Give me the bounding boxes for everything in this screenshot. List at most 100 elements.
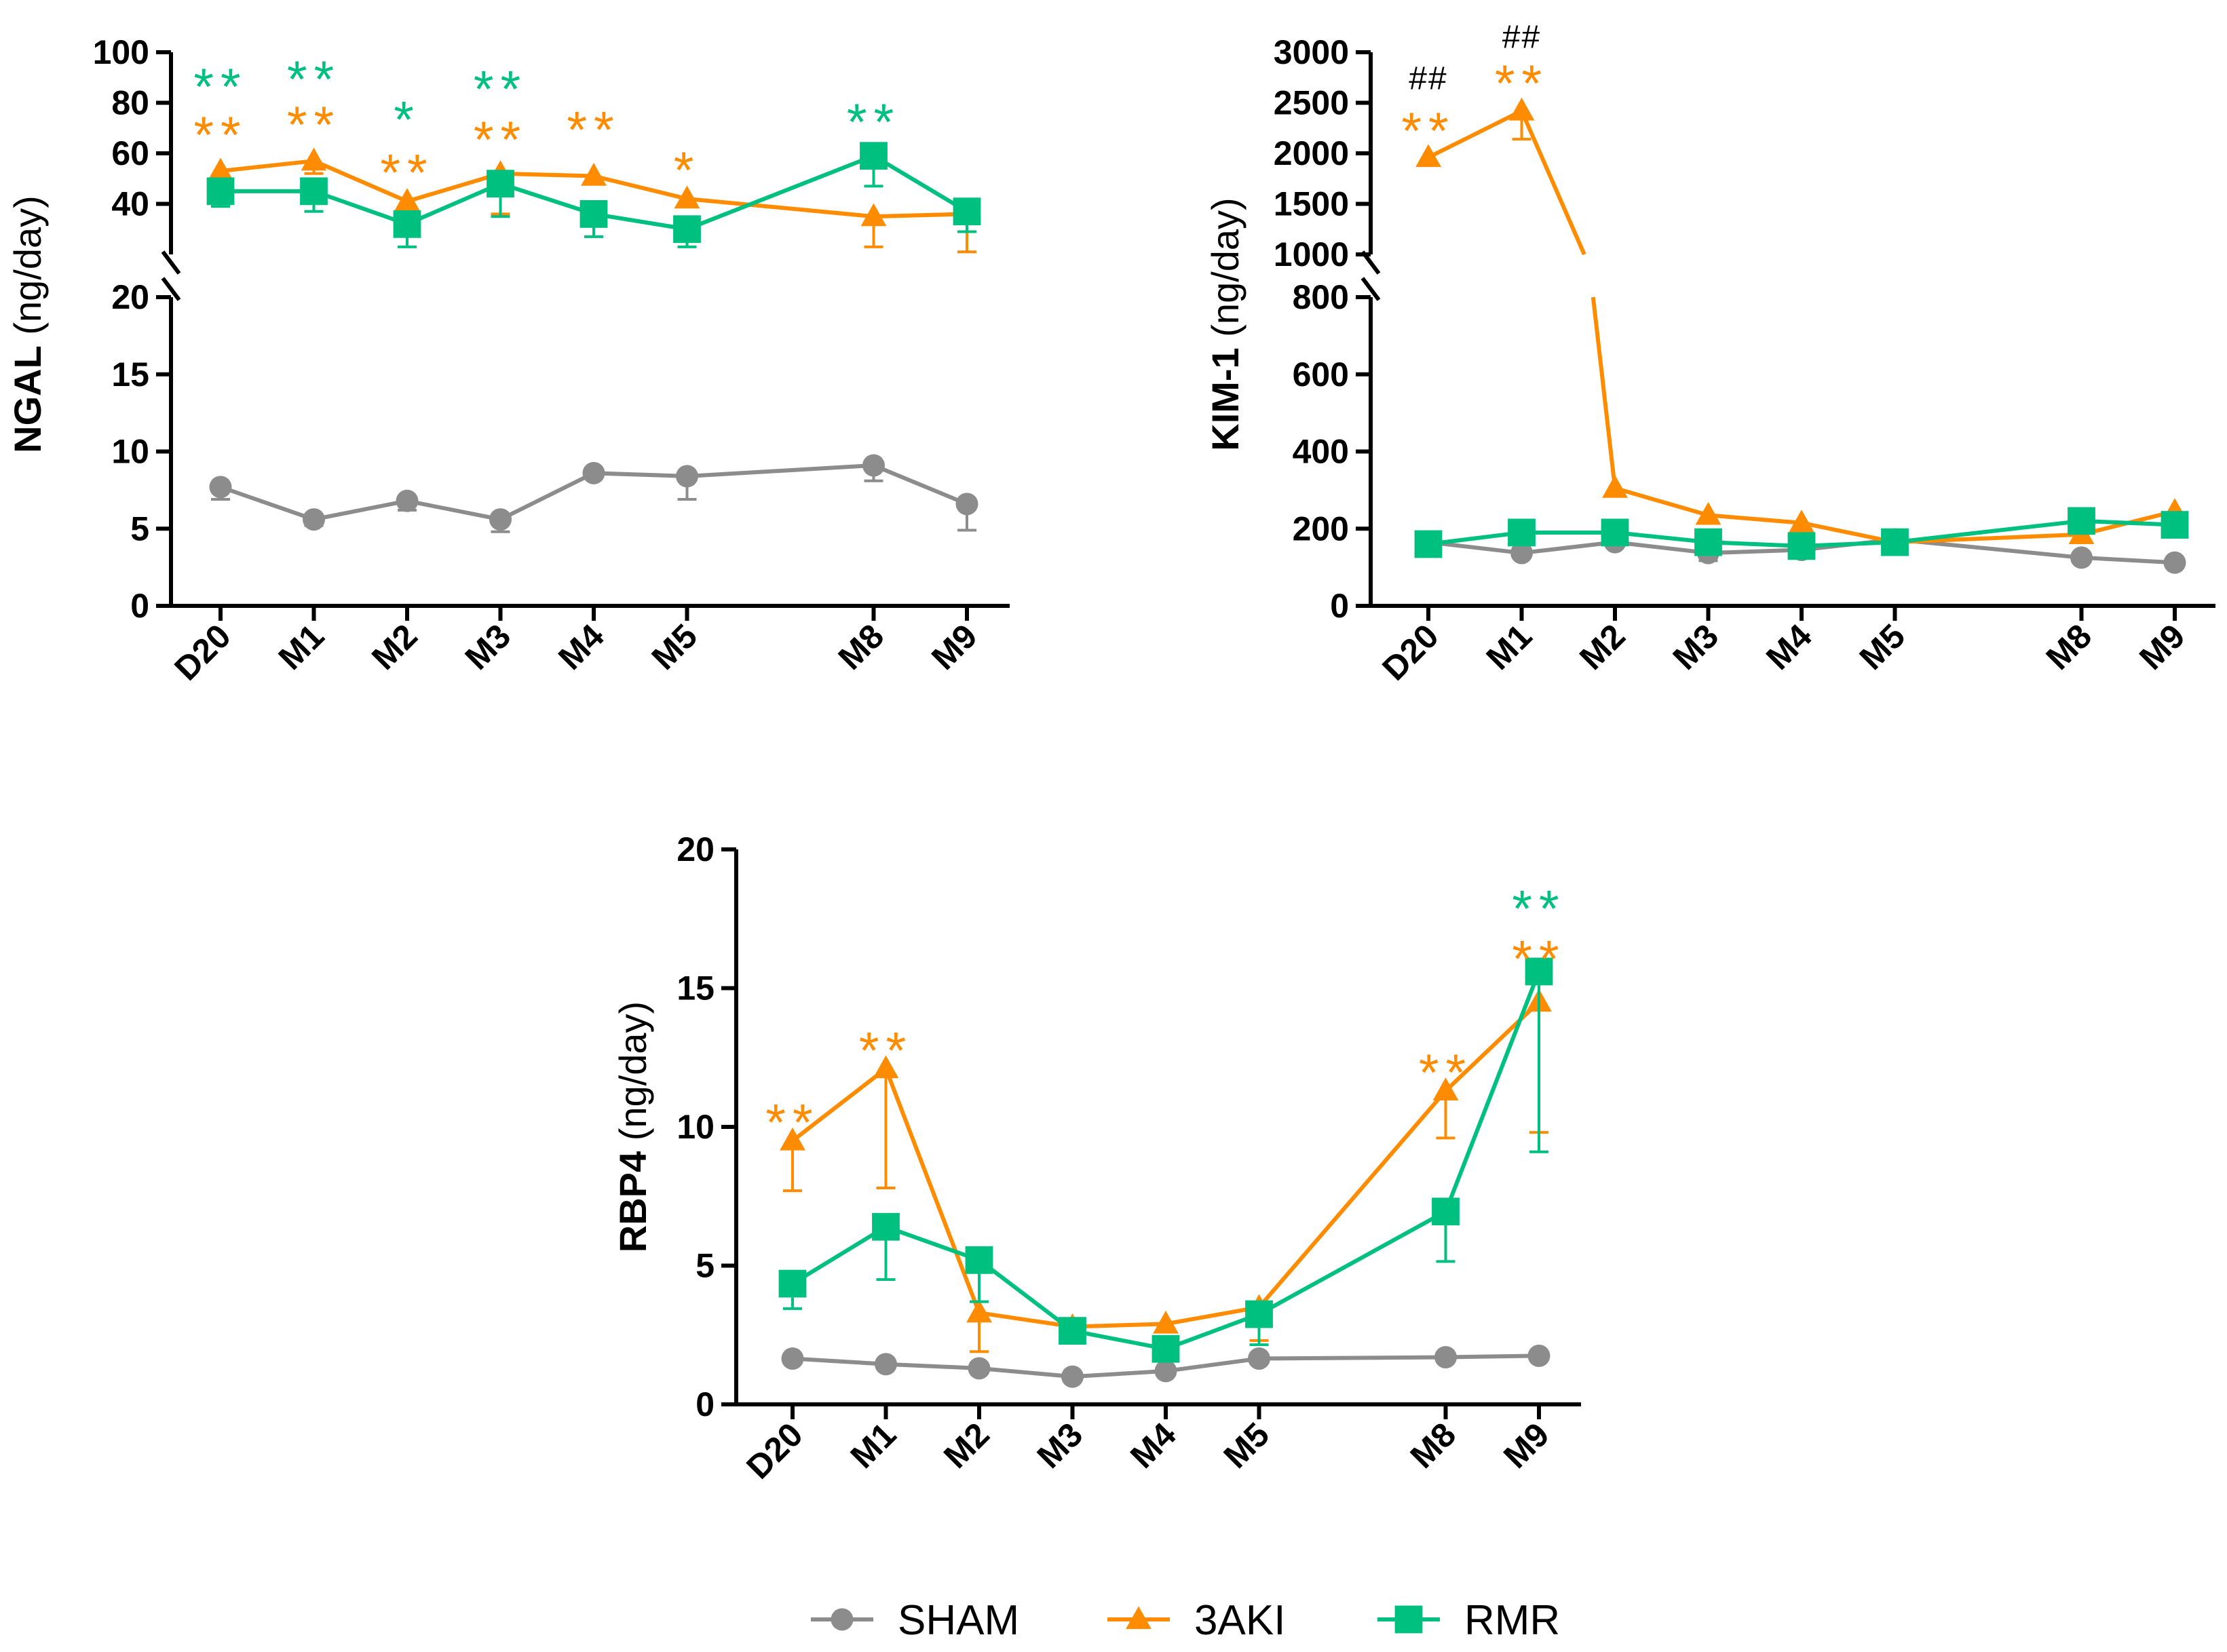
x-tick-label: M9 (1496, 1415, 1557, 1476)
series-line-segment (685, 153, 876, 231)
data-point (780, 1127, 805, 1151)
data-point (968, 1357, 991, 1380)
series-line-segment (1613, 540, 1711, 556)
series-line-segment (791, 1067, 888, 1143)
y-tick-label: 15 (111, 356, 149, 393)
x-axis: D20 M1 M2 M3 M4 M5 M8 M9 (167, 604, 1010, 688)
data-point (1414, 530, 1443, 558)
series-line-segment (1519, 540, 1617, 556)
significance-marker: ** (287, 96, 341, 154)
data-point (778, 1269, 807, 1298)
data-point (579, 200, 608, 228)
significance-annotations: **** ****** (765, 881, 1559, 1152)
data-point (873, 1055, 899, 1079)
y-tick-label: 20 (677, 830, 715, 868)
y-tick-label: 5 (696, 1247, 715, 1285)
series-line-segment (1800, 540, 1897, 548)
data-point (1154, 1360, 1177, 1383)
series-line-segment (1070, 1328, 1168, 1351)
x-tick-label: D20 (167, 617, 237, 687)
axis-break-mark (1360, 277, 1381, 301)
series-line-segment (1070, 1368, 1168, 1379)
x-tick-label: M3 (1666, 617, 1726, 677)
data-point (953, 197, 981, 226)
x-tick-label: M1 (271, 617, 332, 677)
series-line-segment (685, 463, 876, 478)
data-point (1432, 1077, 1459, 1101)
y-tick-label: 20 (111, 278, 149, 316)
y-tick-label: 1000 (1274, 235, 1349, 273)
data-point (955, 493, 978, 516)
significance-marker: ** (193, 58, 247, 116)
series-line-segment (405, 181, 503, 227)
series-line-segment (883, 1225, 981, 1263)
x-tick-label: M8 (2039, 617, 2099, 677)
y-tick-label: 0 (1330, 587, 1349, 625)
significance-marker: ** (474, 61, 527, 119)
significance-marker: ** (765, 1094, 819, 1152)
series-line-segment (405, 171, 503, 204)
series-line-segment (2079, 555, 2177, 565)
data-point (1525, 957, 1553, 986)
series-line-segment (1164, 1305, 1261, 1326)
legend-item-rmr: RMR (1377, 1597, 1560, 1644)
significance-marker: ** (287, 51, 341, 109)
x-tick-label: M2 (936, 1415, 997, 1476)
data-point (1601, 518, 1629, 547)
series-line-segment (791, 1225, 888, 1286)
y-axis: 0 5 10 15 20 (677, 830, 738, 1423)
series-line-segment (1257, 1088, 1448, 1309)
x-tick-label: M8 (831, 617, 892, 677)
y-tick-label: 0 (130, 587, 149, 625)
series-rmr (1414, 507, 2189, 560)
data-point (860, 203, 887, 227)
data-point (1602, 475, 1628, 498)
x-tick-label: M4 (1123, 1415, 1183, 1476)
y-tick-label: 5 (130, 510, 149, 548)
series-line-segment (405, 499, 503, 522)
series-line-segment (1613, 486, 1711, 518)
chart-panel-rbp4: 0 5 10 15 20 D20 M1 M2 M3 M4 M5 M8 M9 RBP4 (ng/day) **… (611, 830, 1581, 1486)
y-axis-label: RBP4 (ng/day) (611, 1001, 654, 1252)
legend-label: 3AKI (1194, 1597, 1285, 1644)
significance-marker: ** (474, 111, 527, 169)
data-point (1432, 1197, 1460, 1226)
series-rmr (778, 957, 1553, 1363)
series-line-segment (883, 1362, 981, 1370)
legend-marker (831, 1608, 854, 1631)
axis-break-mark (161, 277, 181, 301)
legend-item-aki: 3AKI (1107, 1597, 1285, 1644)
series-line-segment (1706, 540, 1804, 548)
x-tick-label: M2 (1572, 617, 1633, 677)
significance-marker: ** (1419, 1044, 1472, 1102)
x-tick-label: M5 (1217, 1415, 1277, 1476)
series-line-segment (592, 174, 689, 201)
significance-annotations: ##**##** (1401, 20, 1542, 160)
series-rmr (206, 142, 981, 248)
data-point (394, 188, 420, 211)
series-line-segment (871, 212, 969, 219)
y-tick-label: 800 (1293, 278, 1349, 316)
x-tick-label: D20 (739, 1415, 810, 1486)
significance-marker: ** (847, 94, 900, 151)
chart-panel-kim1: 0 200 400 600 800 1000 1500 2000 2500 3000 D20 M1 M2… (1204, 20, 2215, 688)
series-line-segment (1443, 1353, 1541, 1360)
series-line-segment (592, 212, 689, 231)
axis-break-mark (161, 250, 181, 275)
x-tick-label: M8 (1403, 1415, 1464, 1476)
data-point (1510, 541, 1533, 564)
series-line-segment (311, 499, 409, 522)
series-line-segment (1443, 969, 1541, 1214)
data-point (673, 215, 701, 244)
data-point (966, 1299, 992, 1323)
data-point (1153, 1310, 1179, 1334)
x-tick-label: M4 (1759, 617, 1819, 677)
data-point (862, 454, 885, 477)
data-point (209, 476, 232, 499)
y-tick-label: 0 (696, 1385, 715, 1423)
series-line-segment (498, 471, 596, 522)
data-point (581, 162, 607, 186)
chart-legend: SHAM 3AKI RMR (811, 1597, 1560, 1644)
